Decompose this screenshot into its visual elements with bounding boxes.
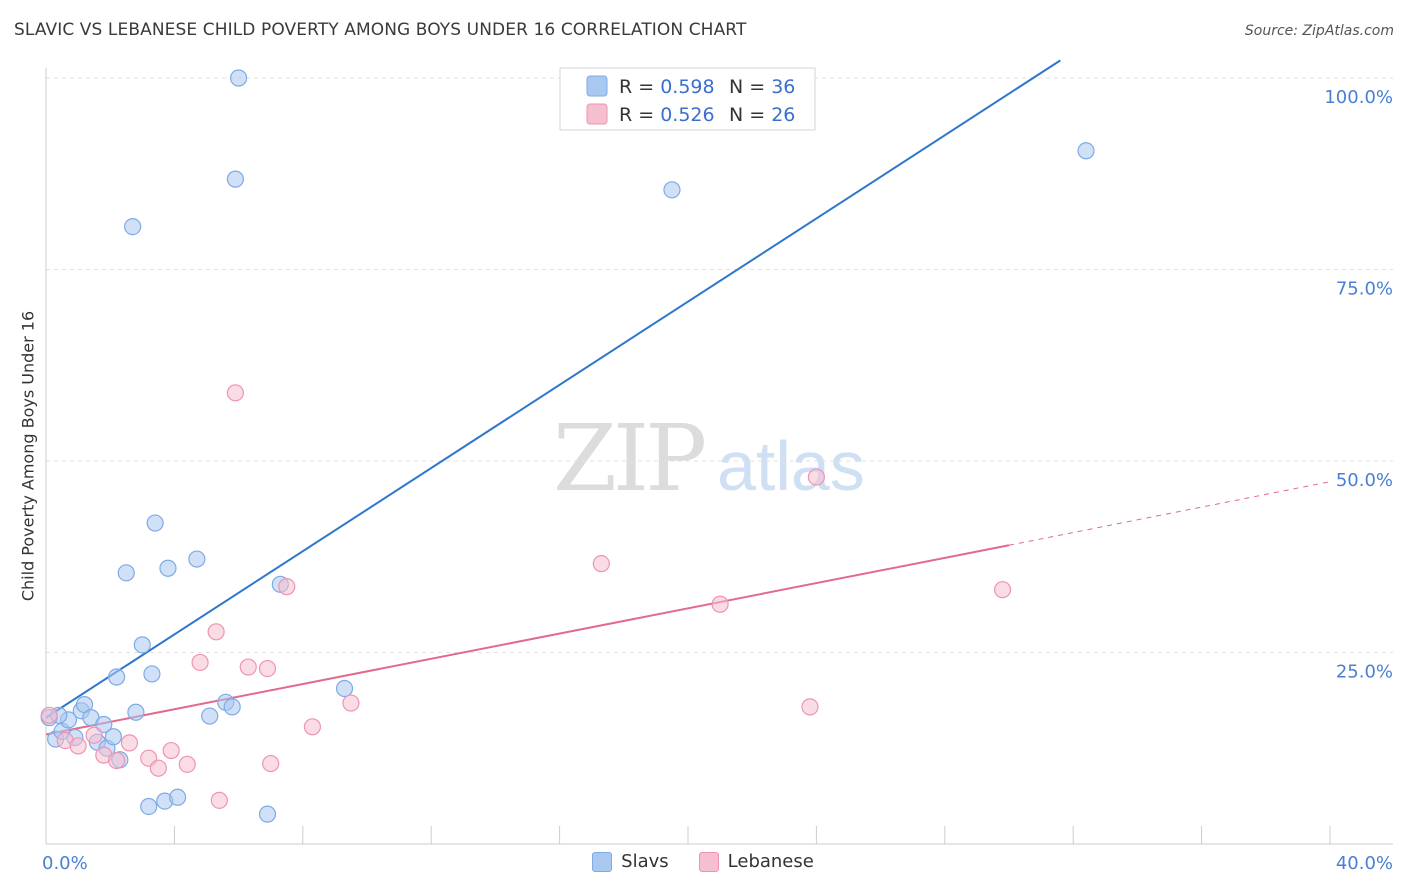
- svg-text:R = 0.526: R = 0.526: [619, 104, 715, 126]
- point-slavs-16: [127, 703, 145, 721]
- point-slavs-18: [140, 797, 158, 816]
- point-slavs-22: [159, 559, 177, 577]
- bottom-legend-swatch-lebanese: [698, 851, 719, 872]
- chart-title: SLAVIC VS LEBANESE CHILD POVERTY AMONG B…: [14, 20, 747, 40]
- trend-line-dashed-lebanese: [1008, 481, 1331, 546]
- point-lebanese-24: [807, 468, 826, 486]
- y-tick-label-2: 75.0%: [1336, 279, 1393, 300]
- point-slavs-24: [188, 550, 206, 568]
- point-lebanese-2: [69, 737, 87, 755]
- legend-r-value-lebanese: 0.526: [660, 104, 714, 126]
- point-slavs-28: [226, 170, 244, 188]
- point-slavs-15: [124, 218, 142, 236]
- point-slavs-17: [133, 636, 151, 654]
- y-tick-labels: 25.0% 50.0% 75.0% 100.0%: [1324, 87, 1393, 683]
- point-slavs-32: [335, 679, 354, 698]
- bottom-legend: Slavs Lebanese: [0, 851, 1406, 872]
- point-lebanese-16: [258, 659, 277, 678]
- legend-r-value-slavs: 0.598: [660, 76, 714, 98]
- point-slavs-19: [143, 665, 161, 683]
- point-lebanese-13: [210, 791, 228, 809]
- x-ticks: [173, 826, 1331, 844]
- point-slavs-29: [230, 69, 248, 87]
- point-slavs-30: [258, 805, 277, 823]
- bottom-legend-label-slavs: Slavs: [621, 851, 669, 872]
- source-text: Source: ZipAtlas.com: [1244, 23, 1394, 39]
- point-lebanese-12: [207, 623, 225, 641]
- data-points: [40, 69, 1095, 823]
- y-tick-label-3: 100.0%: [1324, 87, 1393, 108]
- svg-text:N = 36: N = 36: [729, 76, 795, 98]
- point-lebanese-22: [711, 595, 729, 613]
- point-slavs-20: [146, 514, 164, 532]
- point-slavs-9: [95, 715, 113, 734]
- point-lebanese-18: [278, 578, 296, 596]
- bottom-legend-item-slavs: Slavs: [592, 851, 669, 872]
- point-slavs-27: [223, 698, 241, 716]
- point-lebanese-10: [178, 755, 196, 773]
- point-slavs-11: [104, 728, 123, 746]
- point-lebanese-15: [239, 658, 257, 676]
- trend-line-slavs: [45, 59, 1061, 719]
- x-tick-labels: 0.0% 40.0%: [42, 853, 1393, 874]
- legend-r-label-slavs: R =: [619, 76, 660, 98]
- point-lebanese-6: [120, 734, 139, 752]
- point-slavs-23: [169, 788, 187, 806]
- watermark-atlas: atlas: [717, 427, 865, 505]
- legend-n-value-slavs: 36: [771, 76, 795, 98]
- point-slavs-33: [663, 181, 681, 199]
- legend-n-value-lebanese: 26: [771, 104, 795, 126]
- point-lebanese-25: [993, 581, 1012, 599]
- point-lebanese-23: [801, 698, 819, 716]
- x-tick-label-min: 0.0%: [42, 853, 88, 874]
- trend-line-lebanese: [45, 544, 1010, 736]
- x-tick-label-max: 40.0%: [1336, 853, 1393, 874]
- svg-text:N = 26: N = 26: [729, 104, 795, 126]
- point-lebanese-8: [149, 759, 167, 777]
- trend-lines: [45, 59, 1331, 736]
- point-lebanese-3: [85, 726, 103, 744]
- y-tick-label-0: 25.0%: [1336, 662, 1393, 683]
- legend-swatch-lebanese: [586, 103, 608, 125]
- point-slavs-14: [117, 564, 135, 582]
- point-slavs-34: [1077, 142, 1095, 160]
- grid: [46, 77, 1393, 653]
- point-lebanese-5: [108, 751, 126, 770]
- point-lebanese-11: [191, 653, 209, 672]
- bottom-legend-label-lebanese: Lebanese: [727, 851, 814, 872]
- point-lebanese-14: [226, 384, 244, 402]
- point-lebanese-21: [592, 555, 610, 573]
- point-lebanese-17: [262, 754, 280, 773]
- point-lebanese-9: [162, 741, 180, 760]
- point-slavs-25: [201, 707, 219, 725]
- watermark-zip: ZIP: [553, 405, 704, 512]
- point-lebanese-19: [303, 718, 322, 736]
- point-lebanese-0: [40, 706, 58, 724]
- svg-text:R = 0.598: R = 0.598: [619, 76, 715, 98]
- legend-n-label-lebanese: N =: [729, 104, 771, 126]
- watermark: ZIP atlas: [553, 405, 865, 512]
- legend-swatch-slavs: [586, 75, 608, 97]
- bottom-legend-swatch-slavs: [592, 851, 613, 872]
- legend-r-label-lebanese: R =: [619, 104, 660, 126]
- point-lebanese-20: [342, 694, 360, 712]
- legend-n-label-slavs: N =: [729, 76, 771, 98]
- point-slavs-13: [108, 668, 126, 686]
- bottom-legend-item-lebanese: Lebanese: [698, 851, 814, 872]
- legend: R = 0.598 N = 36 R = 0.526 N = 26: [559, 67, 816, 131]
- y-tick-label-1: 50.0%: [1336, 470, 1393, 491]
